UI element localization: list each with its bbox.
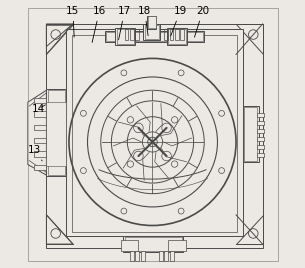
Bar	[257, 129, 264, 133]
Bar	[125, 237, 182, 251]
Bar	[170, 251, 174, 261]
Bar	[72, 35, 237, 232]
Bar	[125, 29, 128, 40]
Bar	[164, 29, 168, 40]
Bar	[243, 106, 259, 162]
Bar	[115, 28, 135, 45]
Bar	[168, 29, 186, 44]
Bar	[130, 29, 134, 40]
Bar	[167, 28, 187, 45]
Polygon shape	[46, 215, 73, 244]
Text: 13: 13	[28, 145, 42, 161]
Bar	[135, 251, 139, 261]
Bar	[34, 138, 46, 143]
Text: 20: 20	[195, 6, 210, 37]
Bar	[66, 29, 243, 236]
Bar	[105, 31, 204, 43]
Text: 18: 18	[138, 6, 151, 36]
Bar	[145, 25, 159, 39]
Bar	[121, 240, 138, 251]
Bar	[106, 32, 203, 41]
Bar	[48, 90, 65, 175]
Bar	[257, 152, 264, 157]
Text: 15: 15	[66, 6, 80, 37]
Bar	[170, 29, 174, 40]
Bar	[46, 24, 263, 248]
Bar	[135, 29, 139, 40]
Bar	[159, 251, 163, 261]
Bar	[141, 251, 145, 261]
Bar	[34, 151, 46, 157]
Bar	[175, 29, 179, 40]
Bar	[257, 121, 264, 125]
Bar	[257, 113, 264, 117]
Text: 14: 14	[32, 104, 45, 114]
Bar	[180, 29, 184, 40]
Bar	[117, 29, 134, 44]
Bar	[257, 145, 264, 148]
Bar	[244, 107, 257, 161]
Bar	[257, 137, 264, 141]
Polygon shape	[46, 25, 73, 54]
Bar	[34, 111, 46, 117]
Bar	[46, 102, 66, 166]
Bar	[143, 24, 160, 40]
Bar	[123, 236, 183, 252]
Bar	[34, 165, 46, 170]
Bar	[34, 98, 46, 103]
Text: 19: 19	[171, 6, 187, 36]
Bar	[164, 251, 168, 261]
Text: 17: 17	[118, 6, 131, 40]
Bar	[130, 251, 134, 261]
Polygon shape	[236, 215, 263, 244]
Polygon shape	[28, 90, 46, 175]
Bar	[148, 16, 156, 28]
Bar	[147, 16, 156, 29]
Polygon shape	[236, 24, 263, 54]
Bar	[34, 125, 46, 130]
Bar	[168, 240, 186, 251]
Text: 16: 16	[92, 6, 106, 42]
Bar	[46, 89, 66, 176]
